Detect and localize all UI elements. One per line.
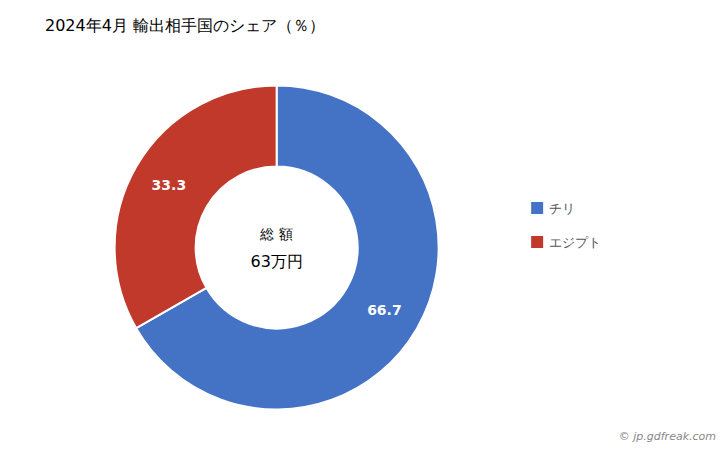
svg-text:33.3: 33.3 bbox=[152, 177, 187, 193]
svg-text:チリ: チリ bbox=[549, 201, 575, 216]
svg-text:総 額: 総 額 bbox=[259, 226, 292, 242]
svg-text:© jp.gdfreak.com: © jp.gdfreak.com bbox=[619, 430, 716, 443]
svg-text:エジプト: エジプト bbox=[549, 235, 601, 250]
svg-text:66.7: 66.7 bbox=[367, 302, 402, 318]
svg-text:2024年4月 輸出相手国のシェア（％）: 2024年4月 輸出相手国のシェア（％） bbox=[45, 16, 325, 35]
svg-text:63万円: 63万円 bbox=[250, 252, 302, 271]
